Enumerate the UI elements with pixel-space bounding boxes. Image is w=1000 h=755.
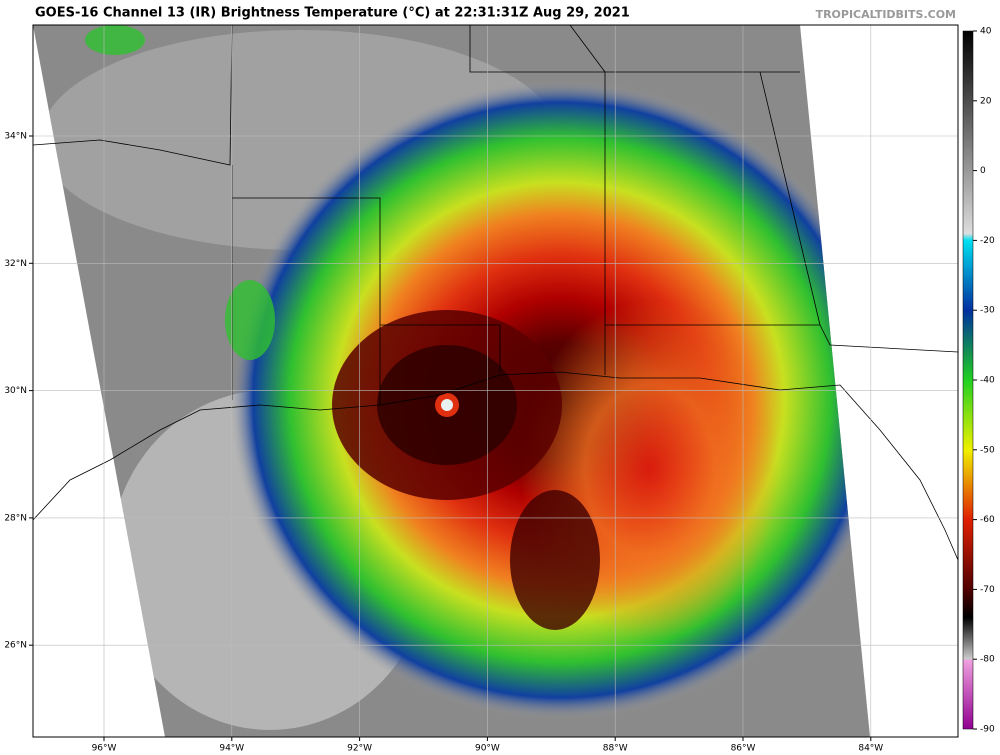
lon-label: 94°W (219, 744, 244, 754)
colorbar (962, 30, 974, 730)
lon-label: 96°W (92, 744, 117, 754)
colorbar-label: -70 (980, 585, 995, 595)
colorbar-label: 0 (980, 166, 986, 176)
colorbar-label: -40 (980, 376, 995, 386)
graticule (33, 25, 958, 737)
colorbar-label: -20 (980, 236, 995, 246)
lat-label: 34°N (4, 132, 27, 142)
colorbar-label: 40 (980, 27, 992, 37)
lat-label: 26°N (4, 641, 27, 651)
lat-label: 28°N (4, 513, 27, 523)
title: GOES-16 Channel 13 (IR) Brightness Tempe… (35, 6, 630, 21)
lat-label: 32°N (4, 259, 27, 269)
lon-label: 88°W (603, 744, 628, 754)
colorbar-label: -60 (980, 515, 995, 525)
colorbar-label: -30 (980, 306, 995, 316)
colorbar-label: -80 (980, 655, 995, 665)
lon-label: 90°W (475, 744, 500, 754)
lon-label: 84°W (858, 744, 883, 754)
map (33, 25, 958, 737)
lat-label: 30°N (4, 386, 27, 396)
lon-label: 92°W (347, 744, 372, 754)
colorbar-label: -50 (980, 445, 995, 455)
watermark: TROPICALTIDBITS.COM (816, 8, 956, 21)
labels: 34°N 32°N 30°N 28°N 26°N 96°W 94°W 92°W 90°W 88°W… (4, 27, 995, 754)
colorbar-label: -90 (980, 725, 995, 735)
colorbar-label: 20 (980, 96, 992, 106)
map-frame (32, 24, 959, 738)
lon-label: 86°W (731, 744, 756, 754)
